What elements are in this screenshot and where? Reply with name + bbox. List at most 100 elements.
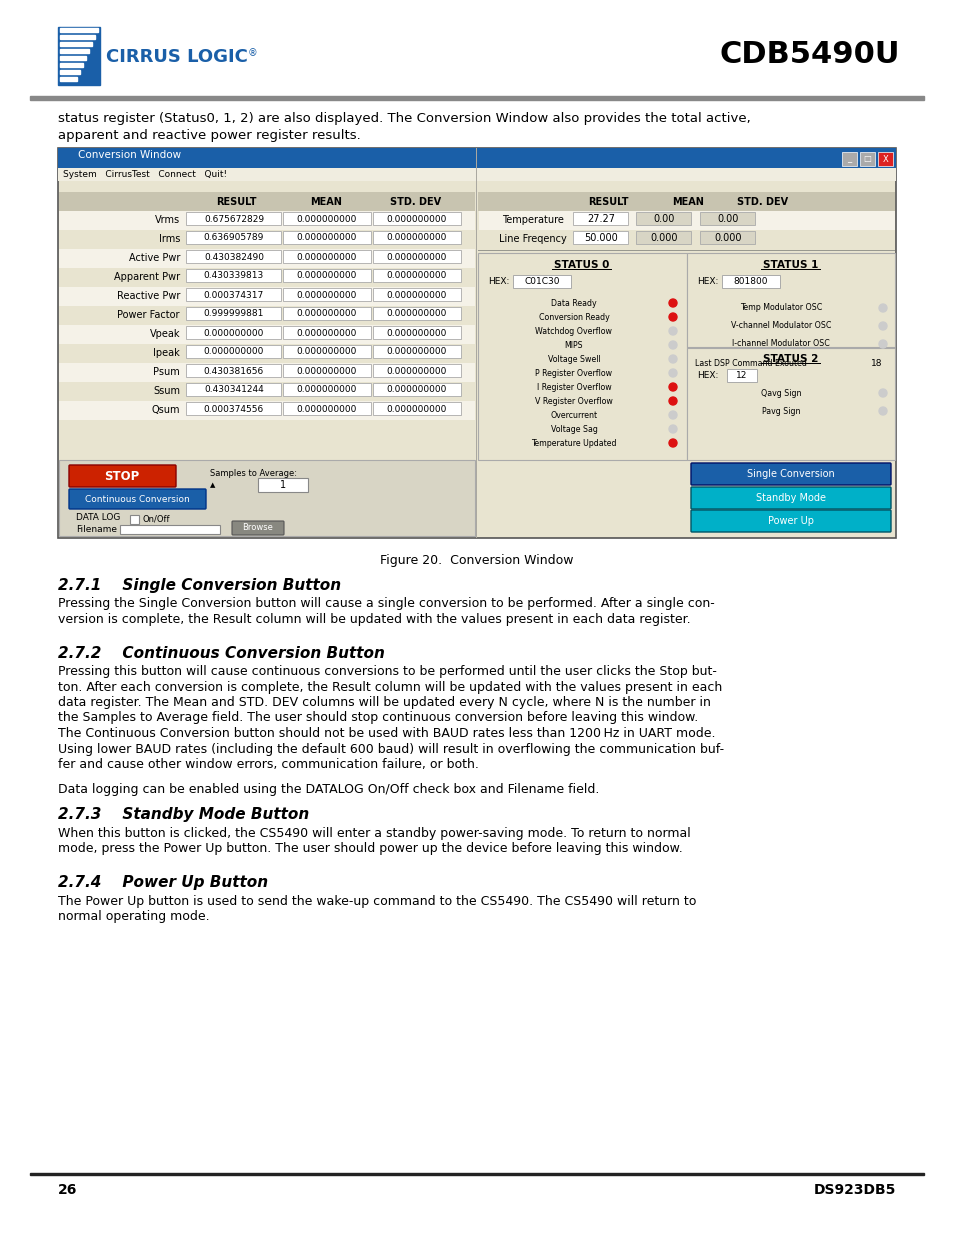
Text: 0.000000000: 0.000000000 — [296, 405, 356, 414]
Circle shape — [878, 389, 886, 396]
Bar — [60, 27, 98, 32]
Bar — [721, 275, 780, 288]
Text: 0.000000000: 0.000000000 — [386, 290, 447, 300]
Bar — [59, 306, 475, 325]
Bar — [283, 383, 371, 396]
Text: 0.000000000: 0.000000000 — [386, 233, 447, 242]
Text: STATUS 2: STATUS 2 — [762, 354, 818, 364]
Bar — [686, 253, 894, 347]
Text: Temp Modulator OSC: Temp Modulator OSC — [740, 304, 821, 312]
Bar — [59, 230, 475, 249]
Bar — [283, 231, 371, 245]
Text: 0.000000000: 0.000000000 — [386, 405, 447, 414]
Bar — [186, 212, 281, 225]
Text: The Power Up button is used to send the wake-up command to the CS5490. The CS549: The Power Up button is used to send the … — [58, 894, 696, 908]
Text: MIPS: MIPS — [564, 341, 582, 350]
Bar — [186, 249, 281, 263]
Bar — [283, 364, 371, 377]
Bar — [573, 212, 627, 225]
Bar — [186, 231, 281, 245]
Text: 0.000000000: 0.000000000 — [386, 215, 447, 224]
Text: STD. DEV: STD. DEV — [390, 198, 441, 207]
Text: 18: 18 — [870, 358, 882, 368]
Text: 0.000000000: 0.000000000 — [296, 385, 356, 394]
FancyBboxPatch shape — [232, 521, 284, 535]
Bar — [373, 288, 460, 301]
Text: Browse: Browse — [242, 524, 274, 532]
Bar — [373, 231, 460, 245]
Bar — [120, 525, 220, 534]
Text: Using lower BAUD rates (including the default 600 baud) will result in overflowi: Using lower BAUD rates (including the de… — [58, 742, 723, 756]
Text: HEX:: HEX: — [697, 277, 718, 285]
Circle shape — [668, 299, 677, 308]
Text: ▲: ▲ — [210, 482, 215, 488]
Text: Standby Mode: Standby Mode — [755, 493, 825, 503]
Text: the Samples to Average field. The user should stop continuous conversion before : the Samples to Average field. The user s… — [58, 711, 698, 725]
Text: Watchdog Overflow: Watchdog Overflow — [535, 326, 612, 336]
Text: Reactive Pwr: Reactive Pwr — [116, 291, 180, 301]
Bar — [636, 231, 690, 245]
Text: data register. The Mean and STD. DEV columns will be updated every N cycle, wher: data register. The Mean and STD. DEV col… — [58, 697, 710, 709]
Text: Samples to Average:: Samples to Average: — [210, 469, 296, 478]
Text: normal operating mode.: normal operating mode. — [58, 910, 210, 923]
Text: Voltage Swell: Voltage Swell — [547, 354, 599, 363]
Text: 0.000000000: 0.000000000 — [296, 290, 356, 300]
Text: Power Factor: Power Factor — [117, 310, 180, 320]
Bar — [59, 287, 475, 306]
Text: 0.000000000: 0.000000000 — [386, 385, 447, 394]
Text: 0.430382490: 0.430382490 — [204, 252, 264, 262]
Text: V Register Overflow: V Register Overflow — [535, 396, 612, 405]
Bar — [283, 403, 371, 415]
Circle shape — [668, 411, 677, 419]
Bar — [513, 275, 571, 288]
Text: 0.000374556: 0.000374556 — [204, 405, 264, 414]
Text: □: □ — [862, 154, 870, 163]
Text: When this button is clicked, the CS5490 will enter a standby power-saving mode. : When this button is clicked, the CS5490 … — [58, 826, 690, 840]
Bar — [859, 152, 874, 165]
Bar — [477, 249, 894, 251]
Bar — [59, 401, 475, 420]
Bar — [60, 63, 83, 67]
Text: 0.000000000: 0.000000000 — [386, 310, 447, 319]
Bar — [186, 345, 281, 358]
Text: MEAN: MEAN — [310, 198, 341, 207]
Text: 0.430341244: 0.430341244 — [204, 385, 264, 394]
Text: Ipeak: Ipeak — [153, 348, 180, 358]
Bar — [30, 1172, 923, 1174]
Circle shape — [668, 312, 677, 321]
Bar — [58, 168, 895, 182]
FancyBboxPatch shape — [69, 489, 206, 509]
Text: Pavg Sign: Pavg Sign — [760, 406, 800, 415]
Text: 0.000000000: 0.000000000 — [386, 347, 447, 357]
Text: Line Freqency: Line Freqency — [498, 233, 566, 245]
Bar — [477, 191, 894, 211]
Text: Vrms: Vrms — [154, 215, 180, 225]
Bar — [283, 345, 371, 358]
Circle shape — [668, 438, 677, 447]
Bar — [186, 288, 281, 301]
Text: Conversion Window: Conversion Window — [78, 149, 181, 161]
Text: 0.000000000: 0.000000000 — [296, 329, 356, 337]
Text: 0.000000000: 0.000000000 — [296, 347, 356, 357]
Bar — [30, 96, 923, 100]
Text: Qsum: Qsum — [152, 405, 180, 415]
Bar — [130, 515, 139, 524]
Text: 0.000000000: 0.000000000 — [296, 252, 356, 262]
Text: Irms: Irms — [158, 233, 180, 245]
Bar — [58, 148, 895, 168]
Text: 0.000000000: 0.000000000 — [386, 367, 447, 375]
Bar — [686, 348, 894, 459]
Bar — [478, 211, 894, 230]
Text: 0.430339813: 0.430339813 — [204, 272, 264, 280]
Text: 0.000000000: 0.000000000 — [386, 272, 447, 280]
Text: HEX:: HEX: — [697, 370, 718, 379]
Bar — [283, 212, 371, 225]
Text: STATUS 1: STATUS 1 — [762, 261, 818, 270]
Bar — [373, 403, 460, 415]
Bar — [573, 231, 627, 245]
Bar — [373, 383, 460, 396]
Text: 0.999999881: 0.999999881 — [204, 310, 264, 319]
Text: System   CirrusTest   Connect   Quit!: System CirrusTest Connect Quit! — [63, 170, 227, 179]
Text: Data logging can be enabled using the DATALOG On/Off check box and Filename fiel: Data logging can be enabled using the DA… — [58, 783, 598, 797]
Bar — [186, 308, 281, 320]
